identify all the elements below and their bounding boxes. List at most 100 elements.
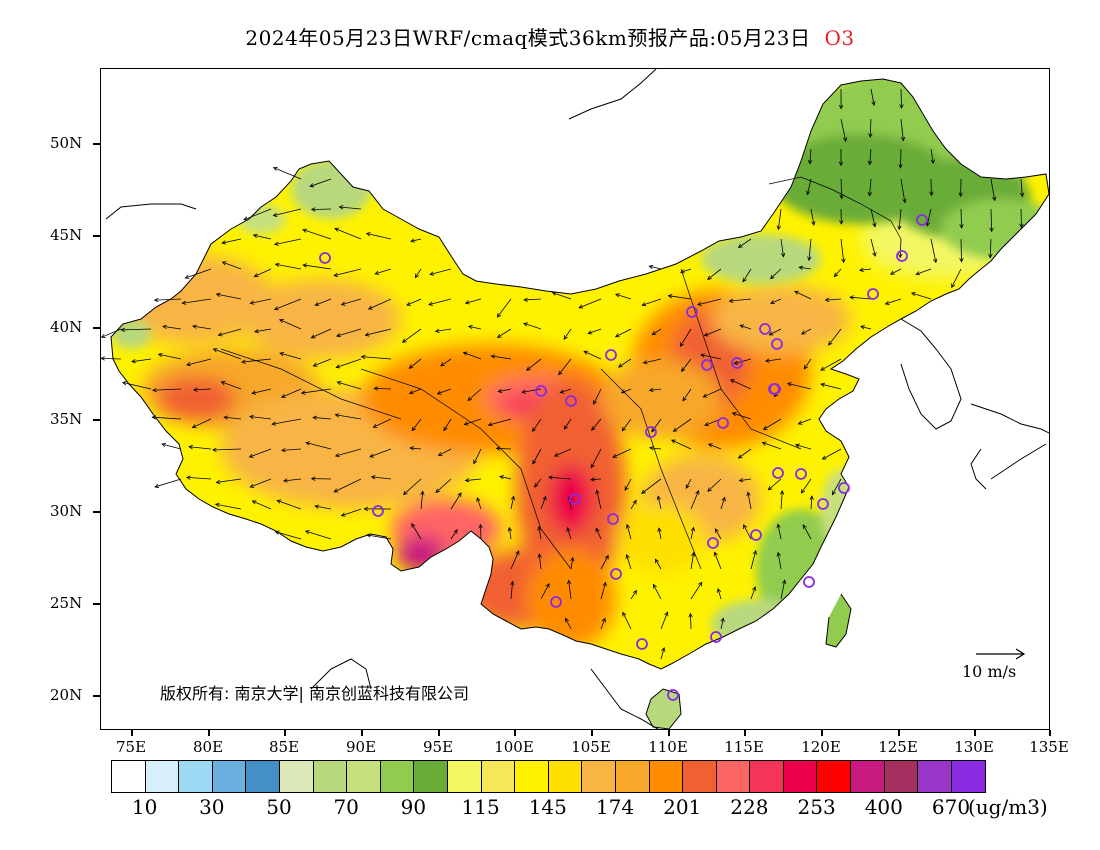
wind-arrow-head (820, 382, 826, 387)
wind-arrow-head (526, 366, 531, 371)
colorbar-label: 174 (595, 795, 635, 819)
wind-arrow-head (223, 415, 229, 420)
wind-arrow (591, 418, 602, 431)
wind-arrow-head (729, 379, 735, 384)
wind-arrow-head (548, 475, 553, 480)
wind-arrow-head (435, 488, 440, 494)
station-marker (896, 250, 908, 262)
wind-arrow-head (807, 159, 813, 165)
wind-arrow-head (305, 441, 311, 446)
lon-label: 135E (1029, 738, 1069, 756)
wind-arrow-head (731, 412, 737, 417)
station-marker (731, 357, 743, 369)
wind-arrow (161, 443, 182, 450)
wind-arrow (990, 208, 993, 232)
station-marker (838, 482, 850, 494)
wind-arrow (885, 298, 902, 305)
wind-arrow-head (410, 238, 415, 243)
pollutant-label: O3 (824, 26, 855, 50)
wind-arrow (900, 118, 904, 141)
wind-arrow-head (338, 205, 344, 210)
wind-arrow (450, 492, 462, 510)
wind-arrow-head (402, 490, 408, 496)
wind-arrow (828, 328, 842, 346)
colorbar-swatch (716, 761, 751, 792)
wind-arrow-head (186, 362, 191, 367)
wind-arrow-head (898, 253, 903, 259)
colorbar-label: 50 (266, 795, 292, 819)
wind-arrow (794, 291, 812, 300)
lon-label: 130E (954, 738, 994, 756)
wind-arrow-head (363, 506, 369, 512)
wind-arrow-head (409, 446, 414, 451)
wind-arrow (990, 178, 996, 201)
wind-arrow (642, 298, 662, 306)
wind-arrow (717, 588, 722, 600)
wind-arrow (765, 358, 782, 362)
wind-arrow-head (121, 381, 127, 386)
station-marker (817, 498, 829, 510)
wind-arrow (192, 325, 212, 330)
colorbar-label: 400 (864, 795, 903, 819)
wind-arrow-head (648, 387, 654, 393)
station-marker (607, 513, 619, 525)
wind-arrow (499, 476, 512, 480)
wind-arrow-head (154, 483, 160, 489)
station-marker (795, 468, 807, 480)
wind-arrow (595, 528, 602, 540)
colorbar-unit: (ug/m3) (968, 795, 1048, 819)
wind-arrow (807, 178, 812, 195)
wind-arrow-head (507, 526, 512, 532)
wind-arrow (468, 325, 482, 330)
wind-arrow-head (414, 273, 419, 279)
wind-arrow (443, 418, 452, 431)
wind-arrow (714, 528, 722, 540)
wind-arrow-head (335, 364, 341, 369)
wind-arrow-head (510, 580, 515, 586)
wind-arrow-head (523, 297, 528, 302)
wind-arrow (365, 328, 392, 336)
wind-arrow-head (667, 294, 673, 299)
colorbar-swatch (380, 761, 415, 792)
wind-arrow-head (767, 485, 773, 491)
wind-arrow-head (728, 298, 734, 303)
colorbar-swatch (884, 761, 919, 792)
wind-arrow-head (559, 389, 565, 394)
wind-arrow-head (691, 551, 696, 557)
wind-arrow-head (622, 611, 627, 617)
wind-arrow (335, 448, 362, 457)
colorbar-swatch (212, 761, 247, 792)
colorbar-label: 670 (931, 795, 971, 819)
wind-arrow-head (797, 420, 803, 425)
colorbar-swatch (817, 761, 852, 792)
vietnam-coast (590, 668, 659, 729)
colorbar-swatch (851, 761, 885, 792)
wind-arrow (649, 447, 662, 450)
lon-tick (208, 730, 210, 736)
wind-arrow-head (252, 233, 258, 238)
wind-arrow (435, 328, 452, 332)
wind-arrow-head (690, 526, 695, 532)
wind-arrow-head (933, 258, 938, 264)
wind-arrow (464, 418, 482, 425)
wind-arrow (780, 580, 786, 600)
wind-arrow (668, 295, 692, 300)
wind-arrow-head (333, 488, 339, 493)
wind-arrow-head (685, 484, 690, 489)
wind-arrow-head (1019, 223, 1024, 229)
wind-arrow-head (902, 198, 907, 204)
wind-arrow (707, 268, 722, 280)
wind-arrow-head (737, 243, 743, 248)
wind-arrow-head (897, 225, 902, 231)
wind-arrow (624, 478, 632, 491)
wind-arrow (730, 379, 752, 390)
wind-arrow-head (369, 453, 375, 458)
wind-arrow (742, 268, 752, 282)
wind-arrow (626, 524, 632, 540)
wind-arrow (554, 448, 572, 457)
colorbar-label: 228 (730, 795, 769, 819)
wind-arrow (590, 448, 602, 468)
wind-arrow (301, 388, 332, 394)
station-marker (769, 383, 781, 395)
wind-arrow (497, 298, 512, 318)
